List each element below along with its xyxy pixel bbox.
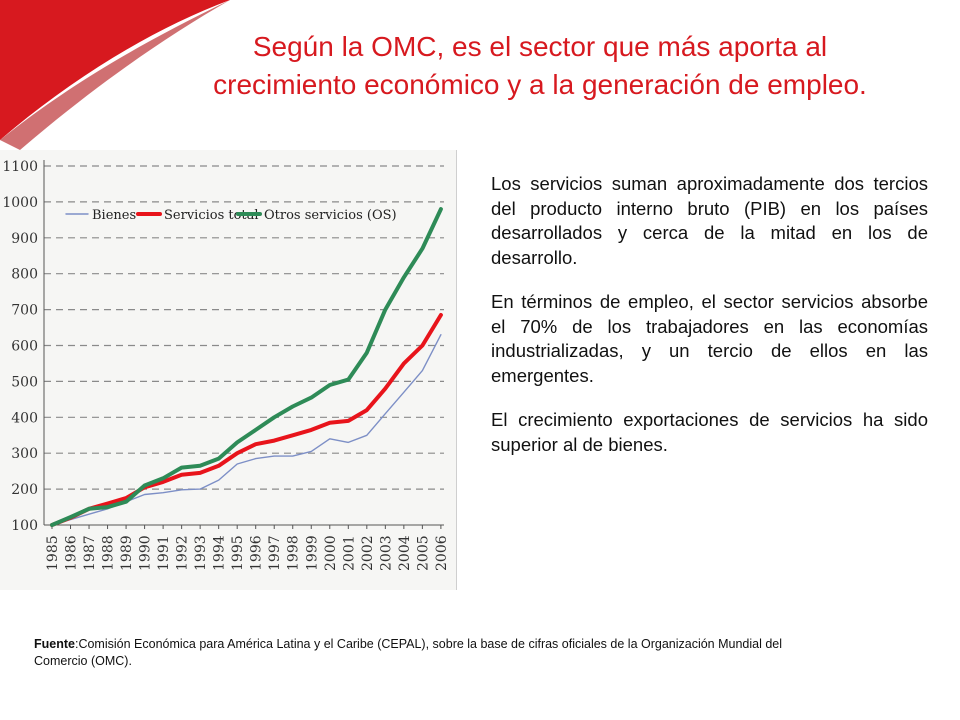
- x-tick-label: 2004: [397, 535, 413, 571]
- x-tick-label: 1996: [249, 535, 265, 571]
- x-tick-label: 1991: [156, 535, 172, 571]
- x-tick-label: 1992: [175, 535, 191, 571]
- y-tick-label: 300: [11, 446, 38, 462]
- paragraph-3: El crecimiento exportaciones de servicio…: [491, 409, 928, 455]
- y-tick-label: 600: [11, 339, 38, 355]
- x-tick-label: 1985: [45, 535, 61, 571]
- title-line-1: Según la OMC, es el sector que más aport…: [252, 31, 828, 62]
- x-tick-label: 2000: [323, 535, 339, 571]
- x-tick-label: 1995: [230, 535, 246, 571]
- paragraph-2: En términos de empleo, el sector servici…: [491, 291, 928, 386]
- series-line-1: [51, 333, 442, 526]
- slide-title: Según la OMC, es el sector que más aport…: [150, 28, 930, 104]
- series-line-2: [50, 313, 443, 527]
- x-tick-label: 1989: [119, 535, 135, 571]
- source-label: Fuente: [34, 637, 75, 651]
- y-tick-label: 800: [11, 267, 38, 283]
- title-line-2: crecimiento económico y a la generación …: [213, 69, 867, 100]
- source-note: Fuente:Comisión Económica para América L…: [34, 636, 834, 670]
- x-tick-label: 2005: [415, 535, 431, 571]
- y-tick-label: 400: [11, 410, 38, 426]
- x-tick-label: 2002: [360, 535, 376, 571]
- paragraph-1: Los servicios suman aproximadamente dos …: [491, 173, 928, 268]
- legend-label-2: Servicios total: [164, 208, 259, 223]
- x-tick-label: 1993: [193, 535, 209, 571]
- legend: Bienes Servicios total Otros servicios (OS…: [65, 208, 397, 223]
- x-tick-label: 2003: [378, 535, 394, 571]
- source-text: :Comisión Económica para América Latina …: [34, 637, 783, 668]
- y-tick-label: 100: [11, 518, 38, 534]
- x-tick-label: 1986: [64, 535, 80, 571]
- series-line-3: [50, 207, 443, 527]
- y-tick-label: 1000: [2, 195, 38, 211]
- y-tick-label: 700: [11, 303, 38, 319]
- y-tick-label: 200: [11, 482, 38, 498]
- x-tick-label: 1988: [101, 535, 117, 571]
- text-body: Los servicios suman aproximadamente dos …: [491, 172, 928, 477]
- x-tick-label: 1987: [82, 535, 98, 571]
- y-tick-label: 1100: [2, 159, 38, 175]
- x-tick-label: 1994: [212, 535, 228, 571]
- y-tick-label: 500: [11, 374, 38, 390]
- grid-lines: [44, 165, 444, 490]
- x-tick-label: 2006: [434, 535, 450, 571]
- x-tick-label: 1997: [267, 535, 283, 571]
- y-tick-label: 900: [11, 231, 38, 247]
- series-lines: [50, 207, 443, 527]
- x-tick-label: 2001: [341, 535, 357, 571]
- red-swoosh-decoration: [0, 0, 230, 150]
- legend-label-1: Bienes: [92, 208, 136, 223]
- x-tick-label: 1990: [138, 535, 154, 571]
- x-tick-label: 1998: [286, 535, 302, 571]
- legend-label-3: Otros servicios (OS): [264, 208, 397, 223]
- x-tick-label: 1999: [304, 535, 320, 571]
